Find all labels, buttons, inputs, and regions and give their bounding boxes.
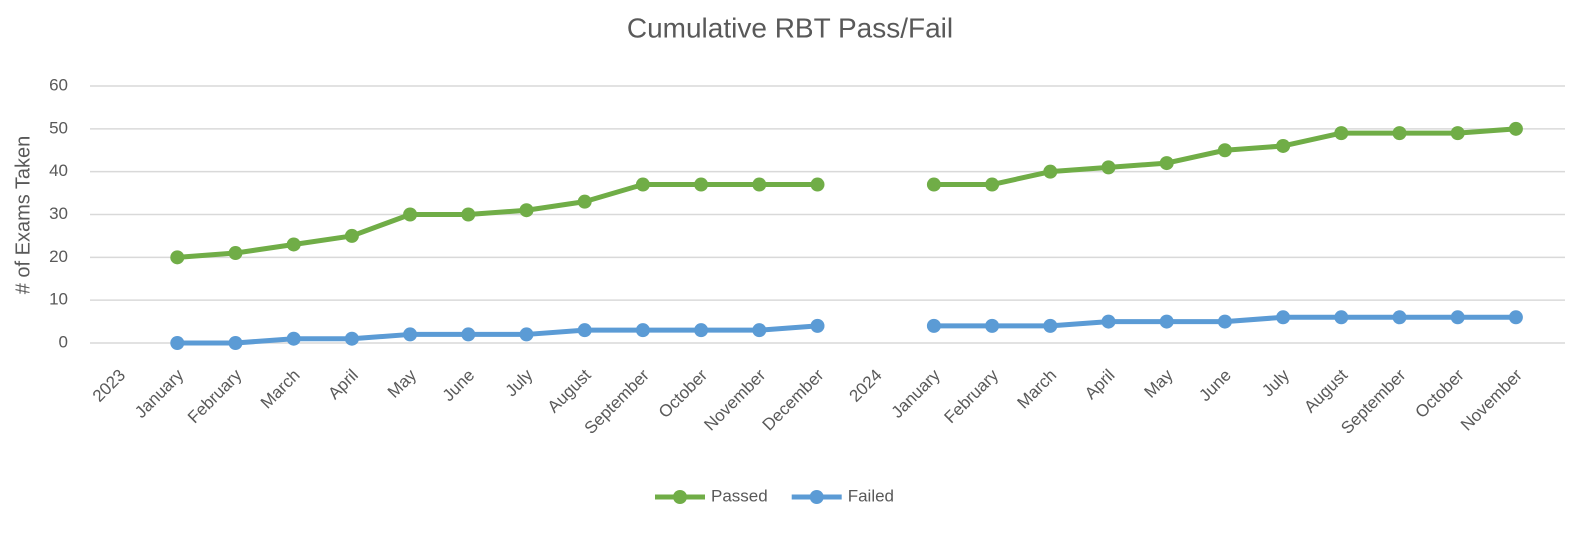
point (403, 327, 418, 342)
x-tick-label: May (1141, 365, 1177, 401)
point (926, 318, 941, 333)
legend-label: Failed (848, 486, 894, 505)
point (810, 177, 825, 192)
point (810, 318, 825, 333)
point (170, 250, 185, 265)
x-tick-label: March (1013, 366, 1060, 413)
point (1101, 160, 1116, 175)
x-tick-label: October (1411, 365, 1467, 421)
point (1159, 314, 1174, 329)
point (1276, 138, 1291, 153)
x-tick-label: February (184, 365, 246, 427)
series-line (177, 126, 1517, 260)
y-tick-label: 0 (59, 332, 68, 351)
point (344, 331, 359, 346)
point (985, 318, 1000, 333)
x-tick-label: November (1457, 365, 1526, 434)
x-tick-label: August (1300, 365, 1351, 416)
point (1217, 143, 1232, 158)
point (1508, 121, 1523, 136)
point (1508, 310, 1523, 325)
point (635, 323, 650, 338)
y-tick-label: 10 (49, 290, 68, 309)
series-line (177, 314, 1516, 346)
point (461, 327, 476, 342)
x-tick-label: August (544, 365, 595, 416)
x-tick-label: July (1258, 365, 1293, 400)
x-tick-label: June (1195, 366, 1235, 406)
chart-title: Cumulative RBT Pass/Fail (627, 12, 953, 43)
y-tick-label: 30 (49, 204, 68, 223)
point (519, 327, 534, 342)
point (694, 323, 709, 338)
point (752, 177, 767, 192)
x-tick-label: January (888, 365, 945, 422)
point (170, 336, 185, 350)
point (1392, 310, 1407, 325)
x-tick-label: October (655, 365, 711, 421)
x-tick-label: January (131, 365, 188, 422)
point (344, 228, 359, 243)
point (985, 177, 1000, 192)
point (1334, 310, 1349, 325)
point (1159, 156, 1174, 171)
y-tick-label: 60 (49, 75, 68, 94)
point (286, 331, 301, 346)
x-tick-label: March (257, 366, 304, 413)
point (519, 203, 534, 218)
x-tick-label: February (941, 365, 1003, 427)
x-tick-label: 2023 (89, 366, 129, 406)
point (694, 177, 709, 192)
x-tick-label: December (759, 365, 828, 434)
point (228, 336, 243, 350)
point (1101, 314, 1116, 329)
point (752, 323, 767, 338)
x-tick-label: May (384, 365, 420, 401)
point (1276, 310, 1291, 325)
x-tick-label: 2024 (846, 366, 886, 406)
x-tick-label: November (700, 365, 769, 434)
point (228, 246, 243, 261)
point (286, 237, 301, 252)
point (1392, 126, 1407, 141)
y-axis-label: # of Exams Taken (12, 136, 34, 295)
y-tick-label: 20 (49, 247, 68, 266)
point (1450, 126, 1465, 141)
legend-marker (809, 490, 824, 504)
x-tick-label: June (439, 366, 479, 406)
point (1043, 164, 1058, 179)
legend-marker (673, 490, 687, 504)
y-tick-label: 50 (49, 118, 68, 137)
point (926, 177, 941, 192)
point (577, 194, 592, 209)
x-tick-label: April (1081, 366, 1118, 403)
point (577, 323, 592, 338)
point (461, 207, 476, 222)
point (1043, 318, 1058, 333)
x-tick-label: April (324, 366, 361, 403)
legend-label: Passed (711, 486, 768, 505)
y-tick-label: 40 (49, 161, 68, 180)
point (635, 177, 650, 192)
x-tick-label: July (502, 365, 537, 400)
point (1217, 314, 1232, 329)
point (1450, 310, 1465, 325)
point (403, 207, 418, 222)
point (1334, 126, 1349, 141)
